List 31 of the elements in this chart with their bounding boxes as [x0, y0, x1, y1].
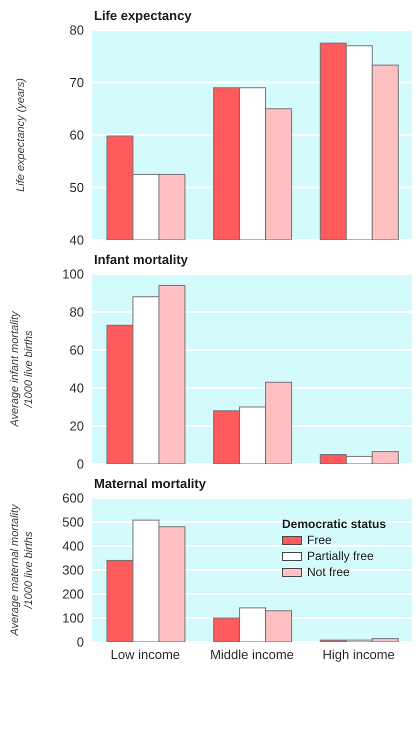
- y-axis-title: Life expectancy (years): [15, 78, 27, 192]
- y-tick-label: 70: [70, 75, 84, 90]
- chart-title: Infant mortality: [94, 252, 189, 268]
- y-tick-label: 40: [70, 232, 84, 248]
- y-axis-title: Average maternal mortality /1000 live births: [9, 502, 35, 637]
- chart-title: Life expectancy: [94, 8, 193, 24]
- y-tick-label: 300: [62, 562, 84, 578]
- y-tick-label: 60: [70, 128, 84, 143]
- y-axis-title: Average infant mortality /1000 live births: [9, 310, 35, 428]
- legend-title: Democratic status: [282, 516, 388, 532]
- y-tick-label: 200: [62, 586, 84, 602]
- y-tick-label: 400: [62, 538, 84, 554]
- y-tick-label: 80: [70, 304, 84, 320]
- y-tick-label: 100: [62, 610, 84, 626]
- x-tick-label: Middle income: [210, 647, 294, 662]
- y-tick-label: 100: [62, 266, 84, 282]
- legend-label: Free: [307, 532, 332, 548]
- y-tick-label: 600: [62, 490, 84, 506]
- x-tick-label: High income: [322, 647, 395, 662]
- y-tick-label: 20: [70, 418, 84, 434]
- y-tick-label: 40: [70, 380, 84, 396]
- y-tick-label: 0: [76, 634, 84, 650]
- y-tick-label: 80: [70, 22, 84, 38]
- x-tick-label: Low income: [110, 647, 180, 662]
- y-tick-label: 500: [62, 514, 84, 530]
- y-tick-label: 50: [70, 180, 84, 196]
- legend-label: Partially free: [307, 548, 374, 564]
- legend-label: Not free: [307, 564, 350, 580]
- chart-title: Maternal mortality: [94, 476, 207, 492]
- y-tick-label: 0: [76, 456, 84, 472]
- y-tick-label: 60: [70, 342, 84, 358]
